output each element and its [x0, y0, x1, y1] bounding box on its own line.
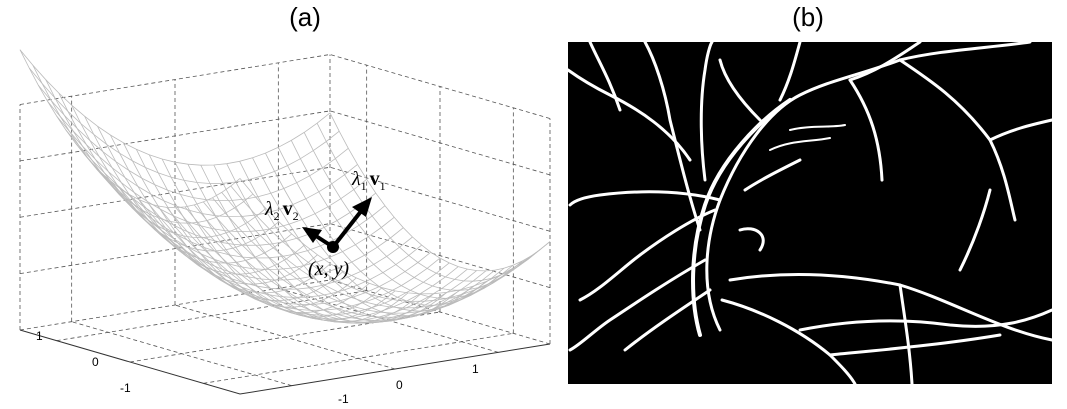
mesh-line	[231, 186, 541, 301]
axes-box	[20, 55, 550, 386]
figure: (a) (b) λ1v1 λ2v2 (x, y) 1 0 -1 -1 0 1	[0, 0, 1067, 409]
tick-label: -1	[338, 392, 349, 406]
tick-label: 1	[36, 329, 43, 343]
panel-label: (a)	[289, 2, 321, 32]
axis-line	[20, 330, 550, 394]
eigen-arrows	[302, 197, 372, 253]
mesh-line	[149, 155, 369, 313]
mesh-line	[72, 322, 514, 386]
mesh-line	[57, 116, 367, 232]
tick-label: 1	[472, 362, 479, 376]
mesh-line	[317, 123, 537, 281]
tick-label: -1	[120, 381, 131, 395]
mesh-line	[20, 55, 550, 119]
tick-label: 0	[396, 378, 403, 392]
mesh-line	[33, 65, 253, 223]
mesh-line	[57, 288, 499, 352]
mesh-line	[20, 50, 240, 208]
surface-mesh	[20, 50, 550, 324]
point-label: (x, y)	[308, 258, 349, 280]
tick-label: 0	[92, 355, 99, 369]
vessel-image	[568, 42, 1052, 384]
panel-label: (b)	[792, 2, 824, 32]
mesh-line	[194, 205, 504, 321]
